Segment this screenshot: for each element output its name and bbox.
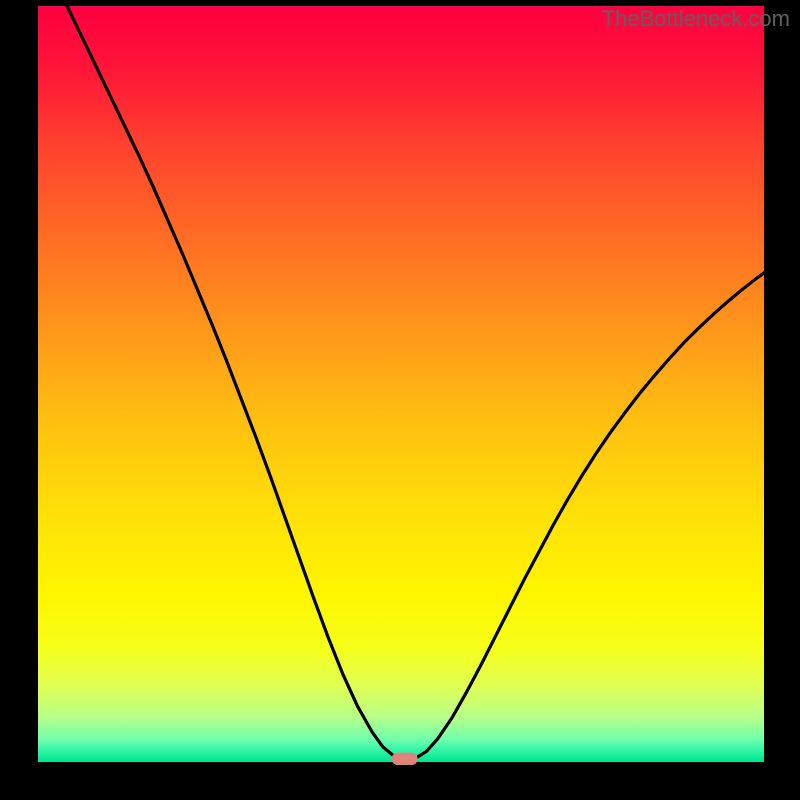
optimum-marker: [392, 753, 418, 765]
plot-background: [38, 6, 764, 762]
watermark-text: TheBottleneck.com: [602, 6, 790, 32]
chart-container: TheBottleneck.com: [0, 0, 800, 800]
bottleneck-chart: [0, 0, 800, 800]
